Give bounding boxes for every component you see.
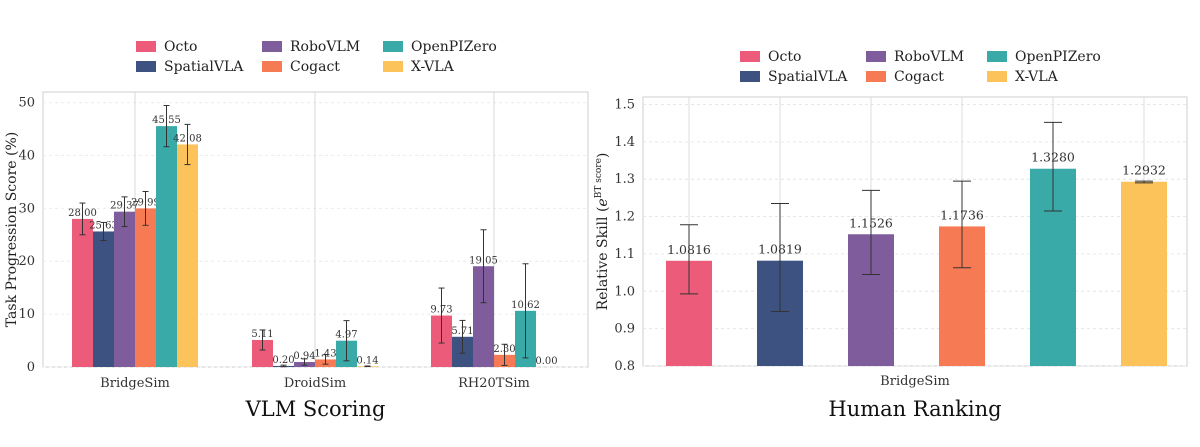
data-label: 1.0819	[758, 242, 802, 257]
bar-octo-droidsim	[252, 339, 273, 367]
right-ylabel: Relative Skill (eBT score)	[594, 153, 611, 311]
right-plot-area	[642, 96, 1188, 367]
legend-swatch-spatialvla	[740, 71, 760, 82]
left-ytick-label: 40	[18, 148, 35, 163]
right-caption: Human Ranking	[828, 397, 1001, 421]
data-label: 1.2932	[1122, 163, 1166, 178]
data-label: 19.05	[469, 255, 498, 266]
legend-label-robovlm: RoboVLM	[290, 39, 360, 55]
left-ytick-label: 0	[27, 360, 35, 375]
legend-label-spatialvla: SpatialVLA	[768, 69, 848, 85]
data-label: 1.0816	[667, 242, 711, 257]
left-ytick-label: 10	[18, 307, 35, 322]
right-ytick-label: 1.5	[614, 97, 635, 112]
legend-swatch-octo	[740, 51, 760, 62]
legend-label-octo: Octo	[768, 49, 801, 65]
data-label: 5.11	[251, 329, 273, 340]
left-xtick-label: RH20TSim	[458, 376, 530, 391]
bar-cogact-bridgesim	[135, 208, 156, 367]
data-label: 1.43	[314, 348, 336, 359]
right-ytick-label: 0.8	[614, 359, 635, 374]
legend-swatch-robovlm	[866, 51, 886, 62]
legend-label-cogact: Cogact	[894, 69, 944, 85]
data-label: 0.00	[535, 356, 557, 367]
legend-swatch-cogact	[866, 71, 886, 82]
data-label: 2.30	[493, 344, 515, 355]
legend-swatch-x-vla	[987, 71, 1007, 82]
legend-swatch-octo	[136, 41, 156, 52]
data-label: 42.08	[173, 133, 202, 144]
bar-robovlm-rh20tsim	[473, 266, 494, 367]
data-label: 1.1736	[940, 207, 984, 222]
legend-swatch-openpizero	[383, 41, 403, 52]
bar-robovlm-bridgesim	[114, 211, 135, 367]
legend-label-octo: Octo	[164, 39, 197, 55]
data-label: 29.99	[131, 197, 160, 208]
left-ylabel: Task Progression Score (%)	[4, 132, 20, 327]
data-label: 45.55	[152, 115, 181, 126]
legend-label-spatialvla: SpatialVLA	[164, 59, 244, 75]
left-ytick-label: 20	[18, 254, 35, 269]
bar-x-vla-bridgesim	[177, 144, 198, 367]
left-ytick-label: 50	[18, 96, 35, 111]
right-ytick-label: 0.9	[614, 322, 635, 337]
data-label: 9.73	[430, 305, 452, 316]
right-ytick-label: 1.2	[614, 210, 635, 225]
right-ytick-label: 1.4	[614, 135, 635, 150]
data-label: 4.97	[335, 330, 357, 341]
bar-spatialvla-bridgesim	[93, 231, 114, 367]
legend-swatch-x-vla	[383, 61, 403, 72]
data-label: 28.00	[68, 208, 97, 219]
data-label: 1.3280	[1031, 150, 1075, 165]
legend-swatch-openpizero	[987, 51, 1007, 62]
data-label: 5.71	[451, 326, 473, 337]
data-label: 0.14	[356, 355, 378, 366]
right-ytick-label: 1.3	[614, 172, 635, 187]
data-label: 10.62	[511, 300, 540, 311]
left-xtick-label: DroidSim	[284, 376, 346, 391]
legend-label-x-vla: X-VLA	[1015, 69, 1059, 85]
legend-swatch-spatialvla	[136, 61, 156, 72]
legend-swatch-robovlm	[262, 41, 282, 52]
left-caption: VLM Scoring	[245, 397, 386, 421]
data-label: 0.94	[293, 351, 315, 362]
left-xtick-label: BridgeSim	[100, 376, 170, 391]
data-label: 1.1526	[849, 215, 893, 230]
legend-label-openpizero: OpenPIZero	[411, 39, 497, 55]
bar-x-vla-bridgesim	[1121, 181, 1167, 366]
left-ytick-label: 30	[18, 201, 35, 216]
data-label: 29.37	[110, 201, 139, 212]
data-label: 0.20	[272, 355, 294, 366]
legend-label-cogact: Cogact	[290, 59, 340, 75]
legend-label-openpizero: OpenPIZero	[1015, 49, 1101, 65]
right-xtick-label: BridgeSim	[880, 374, 950, 389]
legend-label-x-vla: X-VLA	[411, 59, 455, 75]
legend-swatch-cogact	[262, 61, 282, 72]
right-ytick-label: 1.1	[614, 247, 635, 262]
data-label: 25.63	[89, 220, 118, 231]
bar-openpizero-bridgesim	[156, 126, 177, 367]
right-ytick-label: 1.0	[614, 284, 635, 299]
bar-octo-bridgesim	[72, 218, 93, 367]
legend-label-robovlm: RoboVLM	[894, 49, 964, 65]
